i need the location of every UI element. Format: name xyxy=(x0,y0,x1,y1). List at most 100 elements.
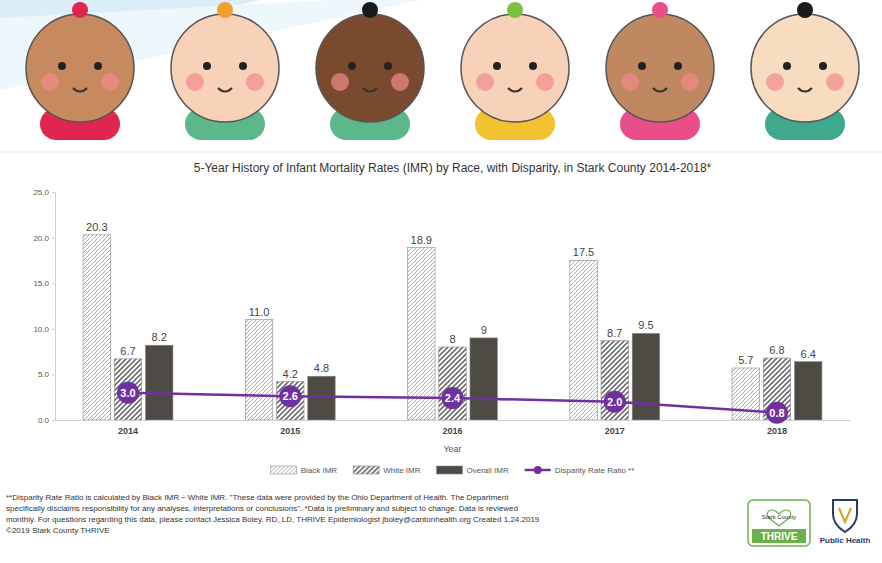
x-tick-label: 2014 xyxy=(118,426,138,436)
logo-band xyxy=(752,529,806,543)
x-tick: 2015 xyxy=(280,420,300,436)
baby-icon xyxy=(171,2,279,140)
baby-eye xyxy=(638,62,646,70)
legend-label: Black IMR xyxy=(301,466,338,475)
baby-mouth xyxy=(653,88,667,92)
bar xyxy=(145,345,172,420)
bar xyxy=(632,333,659,420)
baby-hair xyxy=(797,2,813,18)
logo-text: Stark County xyxy=(762,514,797,520)
baby-cheek xyxy=(41,73,59,91)
baby-icon xyxy=(461,2,569,140)
legend-swatch xyxy=(353,466,379,474)
baby-face xyxy=(316,14,424,122)
legend-item: Disparity Rate Ratio ** xyxy=(525,466,635,475)
chart-svg: 5-Year History of Infant Mortality Rates… xyxy=(0,0,882,563)
baby-cheek xyxy=(186,73,204,91)
bar xyxy=(277,382,304,420)
legend-label: Disparity Rate Ratio ** xyxy=(555,466,635,475)
line-labels: 3.02.62.42.00.8 xyxy=(120,387,784,419)
bar-label: 18.9 xyxy=(411,234,432,246)
baby-mouth xyxy=(73,88,87,92)
legend-swatch xyxy=(534,466,542,474)
y-tick-label: 15.0 xyxy=(33,279,49,288)
y-tick-label: 20.0 xyxy=(33,234,49,243)
y-tick: 0.0 xyxy=(38,416,55,425)
bar xyxy=(794,362,821,420)
bar xyxy=(308,376,335,420)
banner-divider xyxy=(0,152,882,153)
bar-label: 9.5 xyxy=(638,319,653,331)
y-tick-mark xyxy=(52,374,55,375)
baby-face xyxy=(751,14,859,122)
baby-mouth xyxy=(798,88,812,92)
baby-face xyxy=(26,14,134,122)
bar-label: 9 xyxy=(481,324,487,336)
bar-label: 4.8 xyxy=(314,362,329,374)
background xyxy=(0,0,882,563)
baby-icon xyxy=(26,2,134,140)
y-tick-mark xyxy=(52,283,55,284)
legend-label: White IMR xyxy=(383,466,421,475)
baby-face xyxy=(171,14,279,122)
legend-label: Overall IMR xyxy=(466,466,508,475)
baby-mouth xyxy=(508,88,522,92)
y-tick-mark xyxy=(52,329,55,330)
banner xyxy=(0,0,859,140)
bar xyxy=(114,359,141,420)
baby-hair xyxy=(217,2,233,18)
baby-icon xyxy=(606,2,714,140)
footnote-line: monthly. For questions regarding this da… xyxy=(6,515,540,524)
data-labels: 20.311.018.917.55.76.74.288.76.88.24.899… xyxy=(86,221,816,380)
legend-swatch xyxy=(436,466,462,474)
baby-cheek xyxy=(391,73,409,91)
baby-cheek xyxy=(621,73,639,91)
line-marker xyxy=(766,402,788,424)
x-tick-label: 2017 xyxy=(605,426,625,436)
bar-label: 4.2 xyxy=(283,368,298,380)
bar-label: 20.3 xyxy=(86,221,107,233)
line-marker xyxy=(604,391,626,413)
y-axis: 0.05.010.015.020.025.0 xyxy=(33,188,55,425)
legend-swatch xyxy=(271,466,297,474)
bar xyxy=(83,235,110,420)
y-tick-mark xyxy=(52,238,55,239)
baby-eye xyxy=(94,62,102,70)
baby-cheek xyxy=(826,73,844,91)
x-tick: 2017 xyxy=(605,420,625,436)
baby-cheek xyxy=(246,73,264,91)
line-label: 2.4 xyxy=(445,392,461,404)
y-tick-mark xyxy=(52,192,55,193)
bar-label: 8.7 xyxy=(607,327,622,339)
baby-eye xyxy=(529,62,537,70)
public-health-logo: Public Health xyxy=(820,500,871,545)
line-marker xyxy=(117,382,139,404)
baby-cheek xyxy=(766,73,784,91)
baby-cheek xyxy=(331,73,349,91)
baby-eye xyxy=(674,62,682,70)
baby-hair xyxy=(72,2,88,18)
logo-frame xyxy=(748,500,810,546)
line-label: 0.8 xyxy=(769,407,784,419)
legend-item: White IMR xyxy=(353,466,421,475)
x-tick: 2016 xyxy=(442,420,462,436)
legend-item: Overall IMR xyxy=(436,466,508,475)
bars xyxy=(83,235,822,420)
lines xyxy=(128,393,777,413)
x-tick-label: 2015 xyxy=(280,426,300,436)
x-tick: 2014 xyxy=(118,420,138,436)
bar xyxy=(245,320,272,420)
y-tick-label: 0.0 xyxy=(38,416,50,425)
x-tick-label: 2018 xyxy=(767,426,787,436)
baby-eye xyxy=(783,62,791,70)
bar xyxy=(601,341,628,420)
y-axis-line xyxy=(52,193,56,421)
line-label: 3.0 xyxy=(120,387,135,399)
baby-cheek xyxy=(476,73,494,91)
bar-label: 6.4 xyxy=(801,348,816,360)
y-tick: 10.0 xyxy=(33,325,55,334)
bar-label: 6.7 xyxy=(120,345,135,357)
baby-mouth xyxy=(218,88,232,92)
bar xyxy=(408,248,435,420)
bar-label: 17.5 xyxy=(573,246,594,258)
